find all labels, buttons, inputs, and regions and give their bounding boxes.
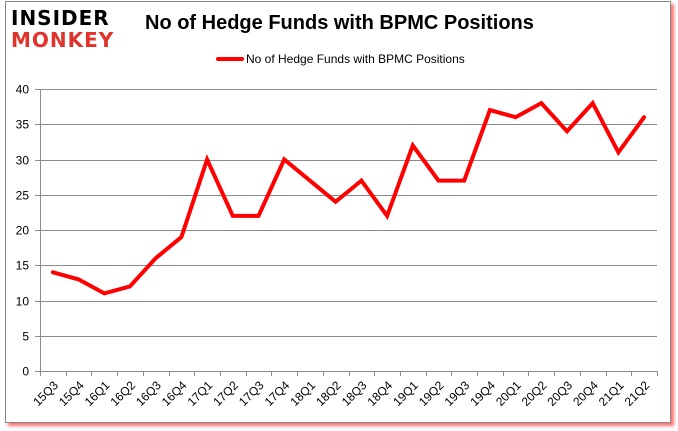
logo-line1: INSIDER xyxy=(11,6,110,30)
x-tick-label: 15Q3 xyxy=(30,378,61,409)
insider-monkey-logo: INSIDER MONKEY xyxy=(11,8,126,50)
x-tick-label: 18Q3 xyxy=(339,378,370,409)
y-tick-label: 15 xyxy=(16,259,30,273)
y-tick-label: 25 xyxy=(16,189,30,203)
x-tick-label: 20Q4 xyxy=(570,378,601,409)
x-tick-label: 19Q4 xyxy=(467,378,498,409)
x-tick-label: 20Q2 xyxy=(519,378,550,409)
x-tick-label: 18Q1 xyxy=(287,378,318,409)
x-tick-label: 20Q1 xyxy=(493,378,524,409)
x-tick-label: 16Q1 xyxy=(82,378,113,409)
x-tick-label: 16Q3 xyxy=(133,378,164,409)
x-tick-label: 18Q2 xyxy=(313,378,344,409)
y-tick-label: 0 xyxy=(22,365,29,379)
x-tick-label: 20Q3 xyxy=(544,378,575,409)
chart-frame xyxy=(5,1,671,423)
series-line xyxy=(50,99,647,296)
x-tick-label: 18Q4 xyxy=(365,378,396,409)
x-tick-label: 19Q1 xyxy=(390,378,421,409)
x-tick-label: 15Q4 xyxy=(56,378,87,409)
x-tick-label: 16Q4 xyxy=(159,378,190,409)
y-tick-label: 10 xyxy=(16,295,30,309)
y-tick-label: 20 xyxy=(16,224,30,238)
x-tick-label: 17Q4 xyxy=(262,378,293,409)
x-tick-label: 17Q2 xyxy=(210,378,241,409)
x-tick-label: 17Q1 xyxy=(185,378,216,409)
x-tick-label: 21Q2 xyxy=(622,378,653,409)
x-tick-label: 19Q2 xyxy=(416,378,447,409)
legend-label: No of Hedge Funds with BPMC Positions xyxy=(246,52,465,66)
chart-legend: No of Hedge Funds with BPMC Positions xyxy=(216,52,465,66)
y-tick-label: 40 xyxy=(16,83,30,97)
chart-title: No of Hedge Funds with BPMC Positions xyxy=(145,12,534,34)
logo-line2: MONKEY xyxy=(11,28,115,52)
x-tick-label: 17Q3 xyxy=(236,378,267,409)
x-tick-label: 21Q1 xyxy=(596,378,627,409)
x-tick-label: 16Q2 xyxy=(107,378,138,409)
y-tick-label: 30 xyxy=(16,154,30,168)
legend-line-swatch-icon xyxy=(216,57,244,61)
x-tick-label: 19Q3 xyxy=(442,378,473,409)
y-tick-label: 5 xyxy=(22,330,29,344)
y-tick-label: 35 xyxy=(16,118,30,132)
